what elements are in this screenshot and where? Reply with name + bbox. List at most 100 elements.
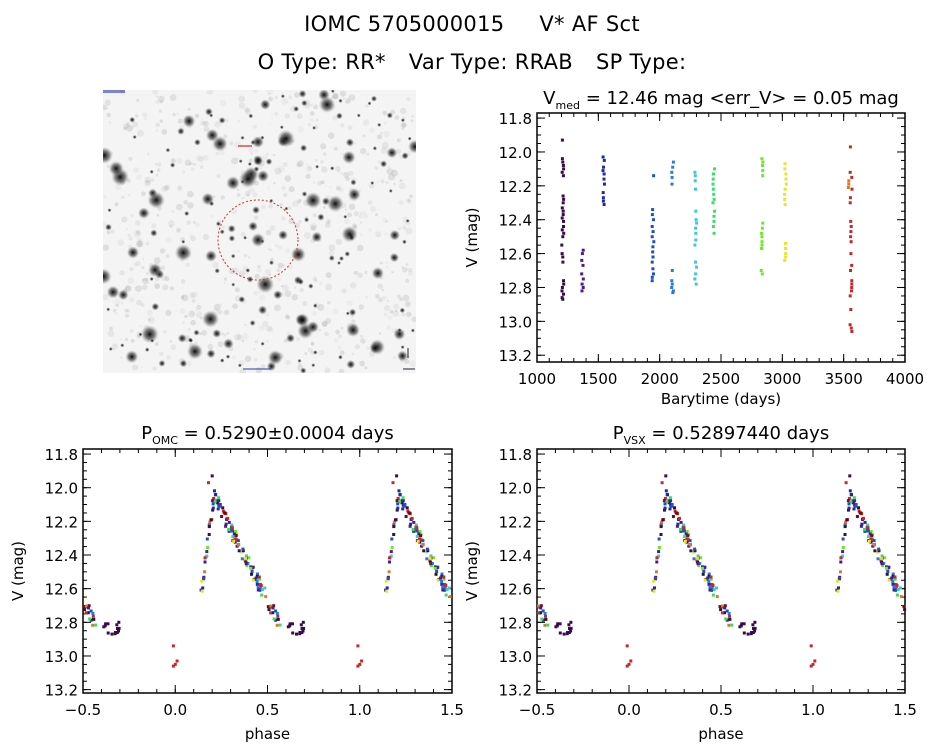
field-star <box>218 117 226 124</box>
background-noise <box>392 310 400 317</box>
data-point <box>895 593 899 597</box>
data-point <box>537 604 541 608</box>
data-point <box>653 576 657 580</box>
background-noise <box>107 330 115 337</box>
data-point <box>751 623 755 627</box>
data-point <box>693 170 697 174</box>
background-noise <box>278 165 285 173</box>
background-noise <box>143 117 147 121</box>
data-point <box>862 516 865 520</box>
bright-star <box>148 263 162 277</box>
field-star <box>330 90 335 94</box>
background-noise <box>142 277 149 285</box>
background-noise <box>335 329 340 335</box>
title-value: = 12.46 mag <err_V> = 0.05 mag <box>580 88 899 109</box>
background-noise <box>365 104 369 108</box>
data-point <box>602 172 606 176</box>
data-point <box>561 297 565 301</box>
data-point <box>695 221 699 225</box>
background-noise <box>366 152 370 156</box>
data-point <box>276 617 280 621</box>
background-noise <box>110 229 115 234</box>
y-tick-label: 12.2 <box>45 513 78 531</box>
data-point <box>651 230 655 234</box>
data-point <box>602 165 605 169</box>
data-point <box>418 537 421 541</box>
background-noise <box>274 95 278 100</box>
background-noise <box>155 163 158 166</box>
field-star <box>407 136 412 141</box>
data-point <box>256 585 260 589</box>
spectral-type: SP Type: <box>595 50 687 74</box>
data-point <box>694 260 697 264</box>
data-point <box>539 604 543 608</box>
background-noise <box>360 338 366 344</box>
data-point <box>866 529 870 533</box>
background-noise <box>106 112 111 118</box>
data-point <box>223 511 227 515</box>
field-star <box>184 210 190 217</box>
title-subscript: OMC <box>152 434 178 447</box>
field-star <box>215 221 221 227</box>
data-point <box>104 622 108 626</box>
data-point <box>709 575 713 579</box>
field-star <box>177 333 187 343</box>
data-point <box>685 529 689 533</box>
data-point <box>848 323 852 327</box>
data-point <box>171 664 175 668</box>
data-point <box>671 291 675 295</box>
data-point <box>440 574 444 578</box>
data-point <box>417 532 421 536</box>
background-noise <box>369 127 375 133</box>
background-noise <box>207 343 214 350</box>
background-noise <box>188 162 191 166</box>
field-star <box>339 256 344 261</box>
data-point <box>850 498 854 502</box>
data-point <box>724 617 728 621</box>
data-point <box>857 509 861 513</box>
background-noise <box>170 344 177 351</box>
background-noise <box>299 287 304 293</box>
data-point <box>291 622 294 626</box>
background-noise <box>384 232 388 236</box>
data-point <box>201 586 205 590</box>
background-noise <box>152 366 157 371</box>
y-axis-label: V (mag) <box>463 541 481 601</box>
field-star <box>126 246 140 259</box>
field-star <box>193 329 200 336</box>
data-point <box>227 527 231 531</box>
data-point <box>650 279 654 283</box>
data-point <box>88 617 92 621</box>
field-star <box>125 350 139 364</box>
field-star <box>318 96 336 113</box>
data-point <box>246 561 250 565</box>
background-noise <box>332 94 338 100</box>
data-point <box>544 617 548 621</box>
field-star <box>209 113 214 118</box>
data-point <box>544 614 547 618</box>
background-noise <box>405 227 413 235</box>
field-star <box>301 99 308 107</box>
data-point <box>234 534 238 538</box>
background-noise <box>284 113 291 119</box>
data-point <box>440 572 444 576</box>
data-point <box>849 500 853 504</box>
x-tick-label: 1000 <box>518 370 556 388</box>
data-point <box>675 511 679 515</box>
x-tick-label: 2000 <box>641 370 679 388</box>
background-noise <box>208 90 214 95</box>
background-noise <box>402 267 408 273</box>
data-point <box>224 522 228 526</box>
data-point <box>784 252 788 256</box>
data-point <box>760 157 764 161</box>
data-point <box>712 172 715 176</box>
background-noise <box>353 211 359 217</box>
data-point <box>274 609 278 613</box>
y-tick-label: 12.8 <box>499 279 532 297</box>
data-point <box>275 623 279 627</box>
background-noise <box>288 95 293 100</box>
data-point <box>847 496 851 500</box>
background-noise <box>405 311 412 318</box>
field-star <box>286 333 295 343</box>
data-point <box>692 557 696 561</box>
